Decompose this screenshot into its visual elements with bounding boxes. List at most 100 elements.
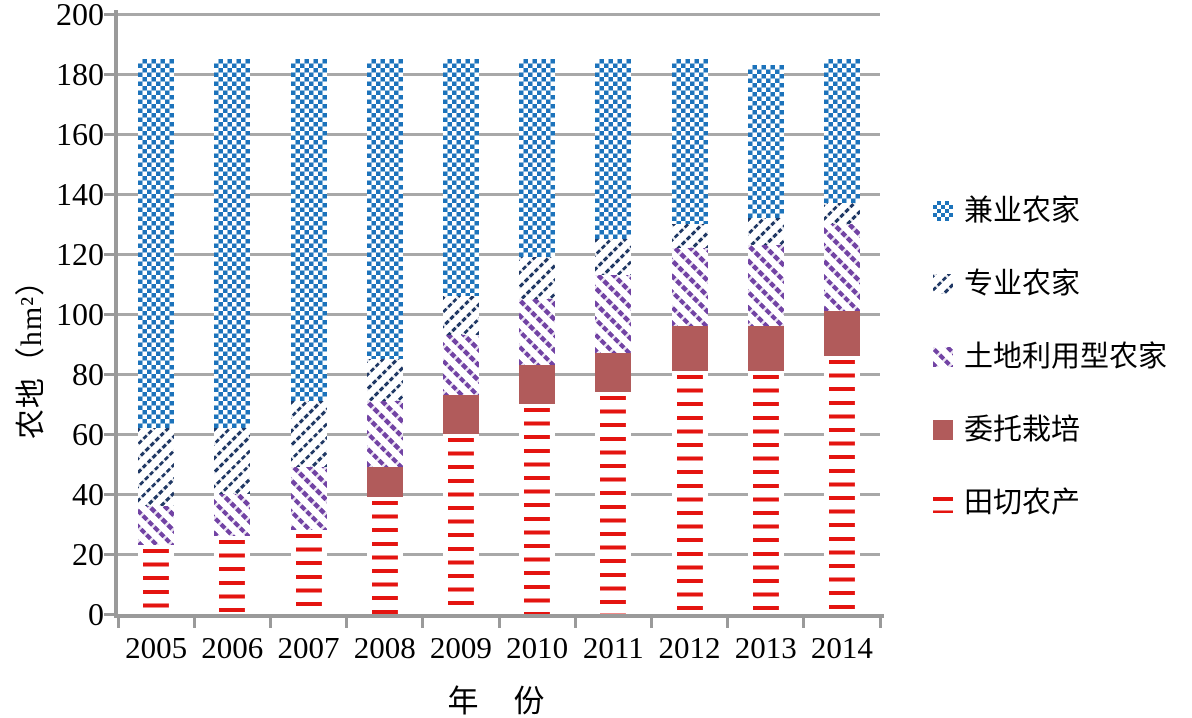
gridline-y-20 [118, 552, 880, 556]
y-axis-label-60: 60 [72, 416, 104, 452]
bar-2012-土地利用型农家 [671, 248, 708, 326]
bar-2014-兼业农家 [823, 59, 860, 203]
bar-2013-土地利用型农家 [747, 245, 784, 326]
legend-swatch-土地利用型农家 [933, 347, 953, 367]
bar-2005-兼业农家 [138, 59, 175, 428]
bar-2007-专业农家 [290, 401, 327, 467]
x-tick-3 [345, 614, 349, 628]
bar-2007-田切农产 [290, 530, 327, 614]
y-axis-label-160: 160 [56, 116, 104, 152]
bar-2008-委托栽培 [366, 467, 403, 497]
x-tick-6 [573, 614, 577, 628]
gridline-y-40 [118, 492, 880, 496]
y-tick-140 [104, 192, 118, 196]
x-axis-label-2010: 2010 [506, 630, 569, 665]
bar-2007-土地利用型农家 [290, 467, 327, 530]
bar-2010-兼业农家 [519, 59, 556, 257]
bar-2006-土地利用型农家 [214, 494, 251, 536]
y-tick-180 [104, 72, 118, 76]
bar-2005-田切农产 [138, 545, 175, 614]
y-axis-label-140: 140 [56, 176, 104, 212]
y-tick-200 [104, 12, 118, 16]
legend-swatch-兼业农家 [933, 201, 953, 221]
bar-2012-专业农家 [671, 224, 708, 248]
bar-2013-委托栽培 [747, 326, 784, 371]
bar-2013-专业农家 [747, 218, 784, 245]
bar-2006-专业农家 [214, 428, 251, 494]
x-axis-label-2006: 2006 [201, 630, 264, 665]
y-axis-label-20: 20 [72, 536, 104, 572]
bar-2012-委托栽培 [671, 326, 708, 371]
y-axis-label-80: 80 [72, 356, 104, 392]
bar-2006-兼业农家 [214, 59, 251, 428]
x-axis-label-2014: 2014 [810, 630, 873, 665]
legend-label-土地利用型农家: 土地利用型农家 [964, 341, 1168, 373]
gridline-y-100 [118, 312, 880, 316]
y-tick-60 [104, 432, 118, 436]
gridline-y-60 [118, 432, 880, 436]
x-tick-9 [802, 614, 806, 628]
legend-item-土地利用型农家: 土地利用型农家 [933, 342, 1167, 372]
bar-2008-田切农产 [366, 497, 403, 614]
bar-2009-兼业农家 [442, 59, 479, 296]
x-axis-label-2007: 2007 [277, 630, 340, 665]
legend-label-委托栽培: 委托栽培 [964, 414, 1081, 446]
x-axis-label-2009: 2009 [429, 630, 492, 665]
y-axis-label-180: 180 [56, 56, 104, 92]
x-tick-4 [421, 614, 425, 628]
bar-2010-委托栽培 [519, 365, 556, 404]
y-axis-label-40: 40 [72, 476, 104, 512]
legend-item-委托栽培: 委托栽培 [933, 415, 1167, 445]
y-axis-title: 农地（hm²） [15, 264, 48, 440]
y-tick-160 [104, 132, 118, 136]
x-tick-10 [878, 614, 882, 628]
bar-2011-委托栽培 [595, 353, 632, 392]
legend-swatch-委托栽培 [933, 420, 953, 440]
bar-2006-田切农产 [214, 536, 251, 614]
y-tick-120 [104, 252, 118, 256]
bar-2013-田切农产 [747, 371, 784, 614]
gridline-y-80 [118, 372, 880, 376]
bar-2014-专业农家 [823, 203, 860, 224]
y-axis-label-120: 120 [56, 236, 104, 272]
y-tick-0 [104, 612, 118, 616]
bar-2011-田切农产 [595, 392, 632, 614]
y-tick-40 [104, 492, 118, 496]
legend-label-专业农家: 专业农家 [964, 268, 1081, 300]
legend-item-田切农产: 田切农产 [933, 488, 1167, 518]
y-axis-label-0: 0 [88, 596, 104, 632]
bar-2008-专业农家 [366, 359, 403, 401]
x-tick-7 [649, 614, 653, 628]
y-tick-20 [104, 552, 118, 556]
x-axis-label-2008: 2008 [353, 630, 416, 665]
legend-item-专业农家: 专业农家 [933, 269, 1167, 299]
bar-2014-田切农产 [823, 356, 860, 614]
bar-2011-专业农家 [595, 239, 632, 275]
x-tick-0 [116, 614, 120, 628]
x-axis-label-2011: 2011 [582, 630, 644, 665]
gridline-y-180 [118, 72, 880, 76]
y-axis-label-200: 200 [56, 0, 104, 32]
bar-2010-土地利用型农家 [519, 299, 556, 365]
x-axis-label-2005: 2005 [125, 630, 188, 665]
x-tick-8 [726, 614, 730, 628]
x-tick-5 [497, 614, 501, 628]
bar-2014-委托栽培 [823, 311, 860, 356]
y-axis-line [114, 10, 118, 618]
bar-2014-土地利用型农家 [823, 224, 860, 311]
bar-2011-土地利用型农家 [595, 275, 632, 353]
bar-2008-兼业农家 [366, 59, 403, 359]
bar-2009-委托栽培 [442, 395, 479, 434]
gridline-y-120 [118, 252, 880, 256]
bar-2010-田切农产 [519, 404, 556, 614]
x-axis-label-2013: 2013 [734, 630, 797, 665]
legend-swatch-专业农家 [933, 274, 953, 294]
bar-2012-田切农产 [671, 371, 708, 614]
legend-item-兼业农家: 兼业农家 [933, 196, 1167, 226]
bar-2011-兼业农家 [595, 59, 632, 239]
gridline-y-200 [118, 12, 880, 16]
bar-2005-专业农家 [138, 428, 175, 506]
legend-swatch-田切农产 [933, 493, 953, 513]
legend-label-田切农产: 田切农产 [964, 487, 1081, 519]
